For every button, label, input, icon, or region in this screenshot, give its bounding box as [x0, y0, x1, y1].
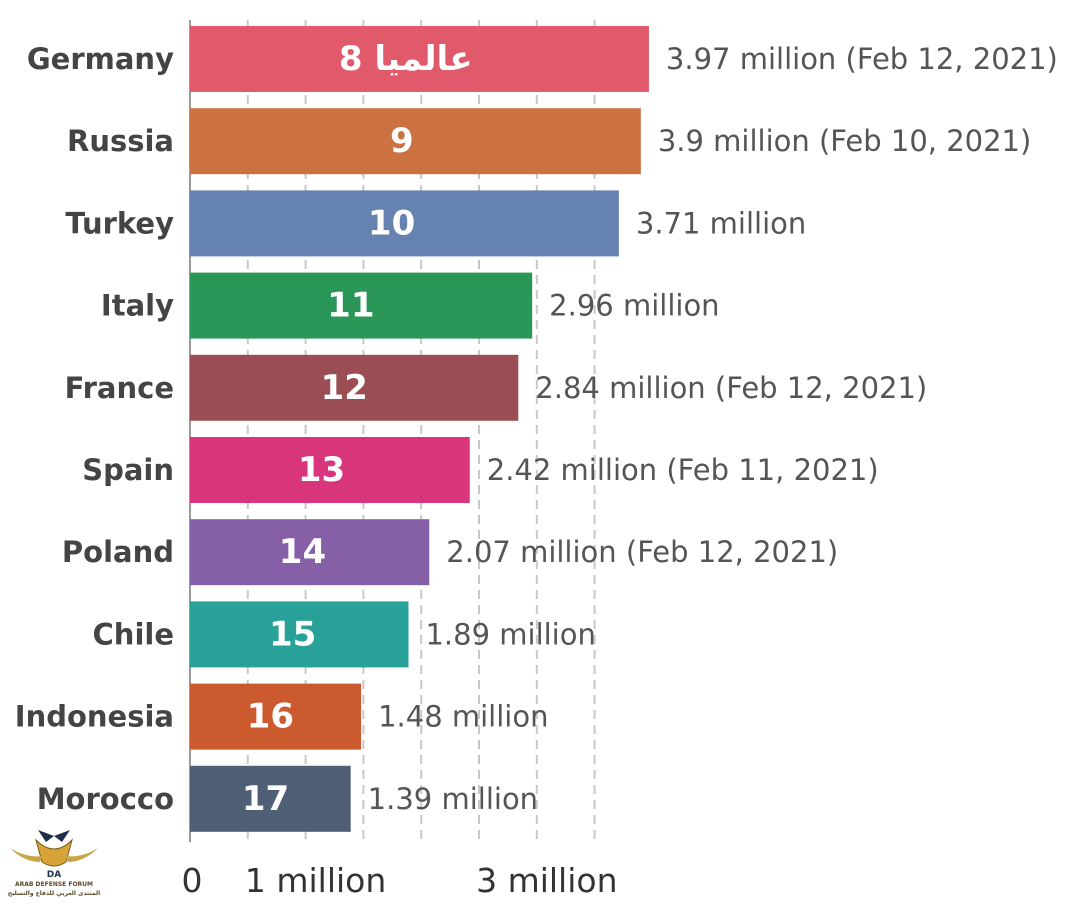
bar-rank-label: 11: [327, 286, 374, 326]
bar: [190, 354, 519, 421]
bar-rank-label: 16: [247, 697, 294, 737]
x-tick-label: 1 million: [245, 861, 386, 900]
forum-logo: DA ARAB DEFENSE FORUM المنتدى العربي للد…: [8, 830, 100, 897]
x-axis-ticks: 0 1 million 3 million: [182, 861, 618, 900]
logo-badge: DA: [47, 870, 61, 880]
bar-rank-label: 10: [368, 203, 415, 243]
category-label: Russia: [67, 124, 174, 158]
bar: [190, 190, 619, 257]
logo-text-ar: المنتدى العربي للدفاع والتسليح: [8, 890, 100, 897]
value-label: 3.71 million: [636, 206, 806, 240]
value-label: 2.07 million (Feb 12, 2021): [446, 535, 838, 569]
bar-rank-label: 17: [242, 779, 289, 819]
bar: [190, 519, 430, 586]
category-label: Poland: [62, 535, 174, 569]
value-label: 1.89 million: [425, 617, 595, 651]
value-label: 3.97 million (Feb 12, 2021): [666, 42, 1058, 76]
category-label: Indonesia: [15, 700, 174, 734]
value-label: 2.96 million: [549, 289, 719, 323]
bar: [190, 765, 351, 832]
bar: [190, 437, 470, 503]
category-label: Turkey: [65, 206, 174, 240]
bar-rank-label: 8 عالميا: [339, 39, 473, 79]
value-label: 3.9 million (Feb 10, 2021): [658, 124, 1032, 158]
bar: [190, 683, 362, 750]
category-label: Spain: [82, 453, 174, 487]
bar-rank-label: 15: [269, 614, 316, 654]
logo-text-en: ARAB DEFENSE FORUM: [15, 881, 93, 888]
category-label: Morocco: [37, 782, 174, 816]
bar-rank-label: 9: [390, 121, 414, 161]
bar-rank-label: 13: [298, 450, 345, 490]
category-label: Germany: [27, 42, 174, 76]
value-label: 2.42 million (Feb 11, 2021): [487, 453, 879, 487]
bars: Germany 8 عالميا 3.97 million (Feb 12, 202…: [15, 26, 1058, 832]
bar: [190, 26, 649, 92]
category-label: France: [65, 371, 174, 405]
bar-rank-label: 12: [321, 368, 368, 408]
bar: [190, 108, 641, 175]
bar-rank-label: 14: [279, 532, 326, 572]
value-label: 2.84 million (Feb 12, 2021): [535, 371, 927, 405]
bar: [190, 601, 409, 668]
bar: [190, 272, 533, 339]
x-tick-label: 0: [182, 861, 203, 900]
category-label: Italy: [101, 289, 174, 323]
x-tick-label: 3 million: [476, 861, 617, 900]
value-label: 1.39 million: [368, 782, 538, 816]
category-label: Chile: [93, 617, 174, 651]
value-label: 1.48 million: [378, 700, 548, 734]
